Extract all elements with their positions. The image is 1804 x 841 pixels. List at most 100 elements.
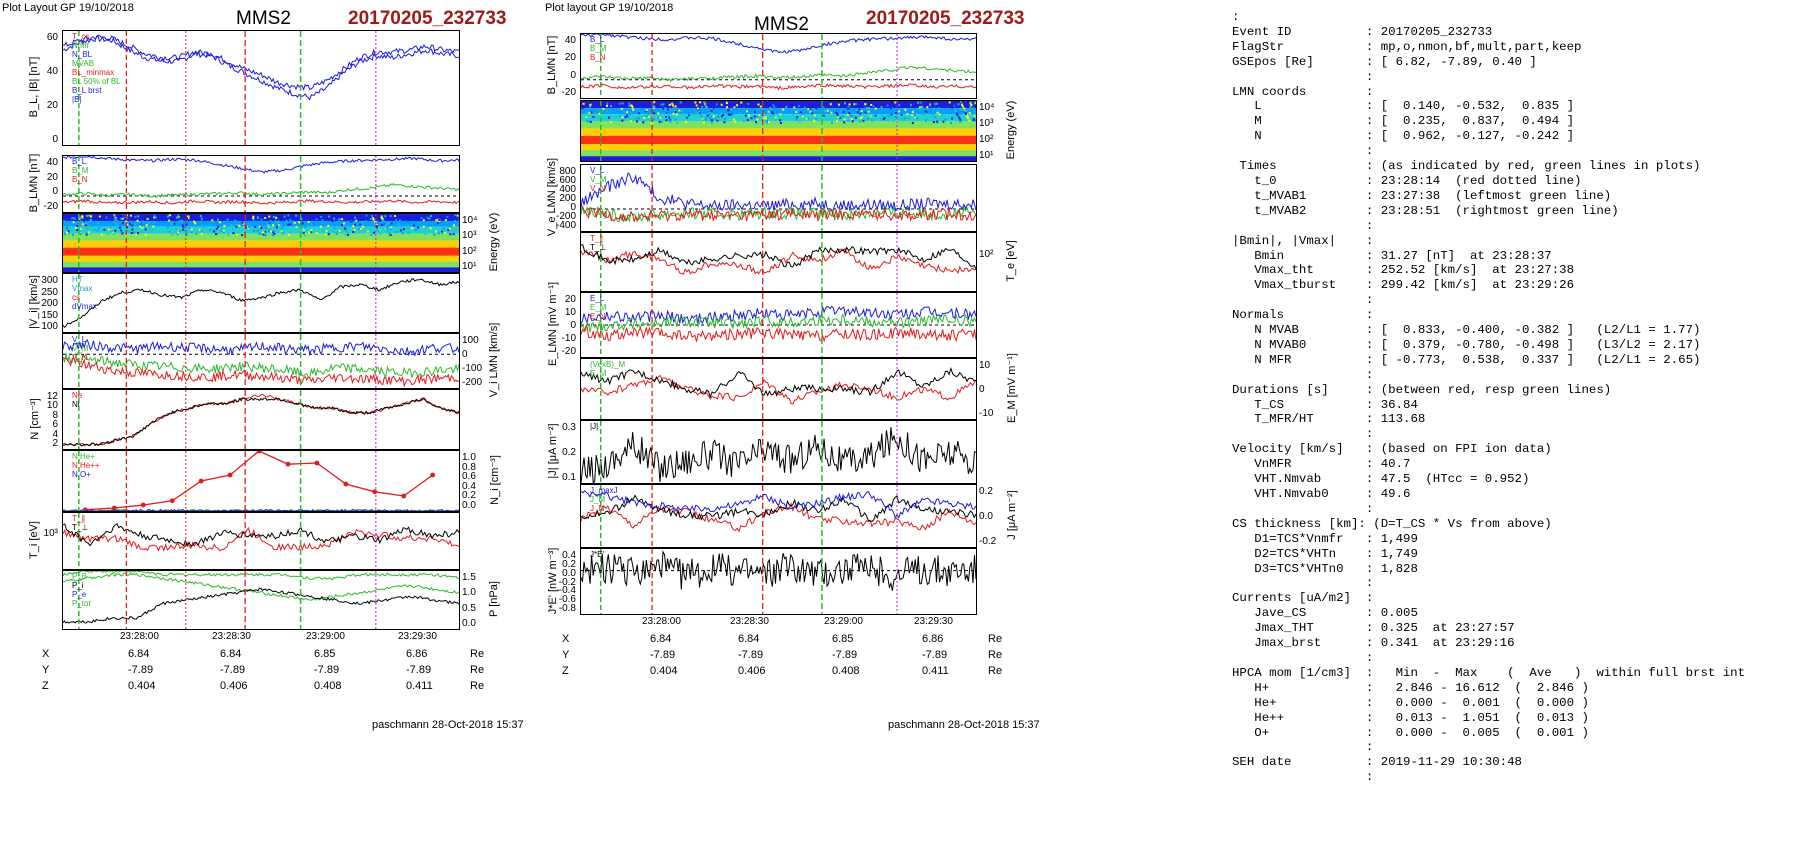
spectrogram-speck — [919, 107, 922, 110]
coord-value: -7.89 — [220, 664, 246, 676]
spectrogram-speck — [259, 225, 262, 228]
legend-entry: Nmfr — [72, 41, 90, 50]
series-line-b-l-brst — [63, 35, 459, 101]
coord-row-label: X — [42, 648, 50, 660]
right-panel-2-plot — [581, 165, 976, 231]
spectrogram-speck — [96, 229, 99, 232]
spectrogram-speck — [280, 216, 283, 219]
spectrogram-speck — [883, 116, 886, 119]
spectrogram-speck — [802, 108, 805, 111]
spectrogram-speck — [325, 230, 328, 233]
spectrogram-speck — [969, 102, 972, 105]
series-line-b-l — [581, 34, 976, 54]
spectrogram-speck — [151, 229, 154, 232]
left-footer: paschmann 28-Oct-2018 15:37 — [372, 719, 524, 731]
spectrogram-speck — [414, 228, 417, 231]
spectrogram-speck — [933, 103, 936, 106]
spectrogram-speck — [716, 115, 719, 118]
spectrogram-speck — [725, 102, 728, 105]
spectrogram-speck — [723, 117, 726, 120]
y-tick-label: 60 — [46, 32, 58, 43]
spectrogram-speck — [712, 115, 715, 118]
spectrogram-speck — [632, 117, 635, 120]
spectrogram-speck — [116, 222, 119, 225]
y-tick-label: 10⁴ — [462, 215, 478, 226]
spectrogram-speck — [145, 224, 148, 227]
spectrogram-speck — [287, 223, 290, 226]
coord-value: 6.85 — [832, 633, 854, 645]
left-panel-1-legend: B_L B_M B_N — [72, 157, 88, 184]
spectrogram-speck — [272, 224, 275, 227]
spectrogram-speck — [906, 108, 909, 111]
spectrogram-speck — [241, 221, 244, 224]
spectrogram-speck — [867, 110, 870, 113]
y-tick-label: 0.0 — [462, 618, 476, 629]
spectrogram-speck — [858, 108, 861, 111]
spectrogram-speck — [287, 214, 290, 217]
summary-line: : — [1232, 367, 1374, 382]
spectrogram-speck — [443, 231, 446, 234]
spectrogram-speck — [809, 107, 812, 110]
spectrogram-speck — [355, 219, 358, 222]
spectrogram-speck — [136, 219, 139, 222]
data-point — [343, 481, 349, 487]
spectrogram-speck — [324, 233, 327, 236]
spectrogram-speck — [293, 221, 296, 224]
series-line-e-m — [581, 313, 976, 333]
spectrogram-speck — [270, 230, 273, 233]
spectrogram-speck — [105, 216, 108, 219]
spectrogram-speck — [871, 119, 874, 122]
summary-line: Bmin : 31.27 [nT] at 23:28:37 — [1232, 248, 1552, 263]
spectrogram-speck — [964, 110, 967, 113]
spectrogram-speck — [698, 110, 701, 113]
spectrogram-speck — [695, 111, 698, 114]
spectrogram-speck — [624, 116, 627, 119]
spectrogram-speck — [405, 220, 408, 223]
left-spacecraft-title: MMS2 — [236, 8, 291, 29]
series-line-e-n — [581, 326, 976, 343]
spectrogram-speck — [130, 231, 133, 234]
summary-line: : — [1232, 144, 1374, 159]
spectrogram-speck — [960, 103, 963, 106]
spectrogram-speck — [911, 110, 914, 113]
spectrogram-speck — [649, 119, 652, 122]
spectrogram-speck — [390, 228, 393, 231]
spectrogram-speck — [673, 116, 676, 119]
spectrogram-speck — [772, 114, 775, 117]
spectrogram-speck — [272, 215, 275, 218]
spectrogram-speck — [772, 104, 775, 107]
spectrogram-speck — [428, 217, 431, 220]
spectrogram-speck — [810, 105, 813, 108]
spectrogram-speck — [756, 118, 759, 121]
spectrogram-speck — [938, 105, 941, 108]
spectrogram-speck — [973, 102, 976, 105]
spectrogram-speck — [645, 109, 648, 112]
y-tick-label: 10 — [979, 360, 991, 371]
spectrogram-speck — [271, 234, 274, 237]
spectrogram-speck — [352, 225, 355, 228]
spectrogram-speck — [966, 115, 969, 118]
spectrogram-speck — [764, 117, 767, 120]
summary-line: VnMFR : 40.7 — [1232, 457, 1411, 472]
spectrogram-speck — [841, 115, 844, 118]
spectrogram-speck — [195, 232, 198, 235]
spectrogram-speck — [923, 113, 926, 116]
legend-entry: B_M — [590, 44, 607, 53]
spectrogram-speck — [370, 218, 373, 221]
right-panel-2-legend: V_L V_M V_N — [590, 166, 606, 193]
spectrogram-speck — [901, 119, 904, 122]
spectrogram-speck — [630, 112, 633, 115]
spectrogram-speck — [621, 116, 624, 119]
spectrogram-speck — [452, 233, 455, 236]
spectrogram-speck — [853, 103, 856, 106]
spectrogram-speck — [66, 225, 69, 228]
spectrogram-speck — [830, 111, 833, 114]
spectrogram-speck — [108, 230, 111, 233]
spectrogram-speck — [658, 118, 661, 121]
spectrogram-speck — [302, 228, 305, 231]
summary-line: D2=TCS*VHTn : 1,749 — [1232, 546, 1418, 561]
spectrogram-speck — [178, 220, 181, 223]
spectrogram-speck — [909, 104, 912, 107]
spectrogram-band — [581, 144, 976, 151]
spectrogram-speck — [627, 115, 630, 118]
